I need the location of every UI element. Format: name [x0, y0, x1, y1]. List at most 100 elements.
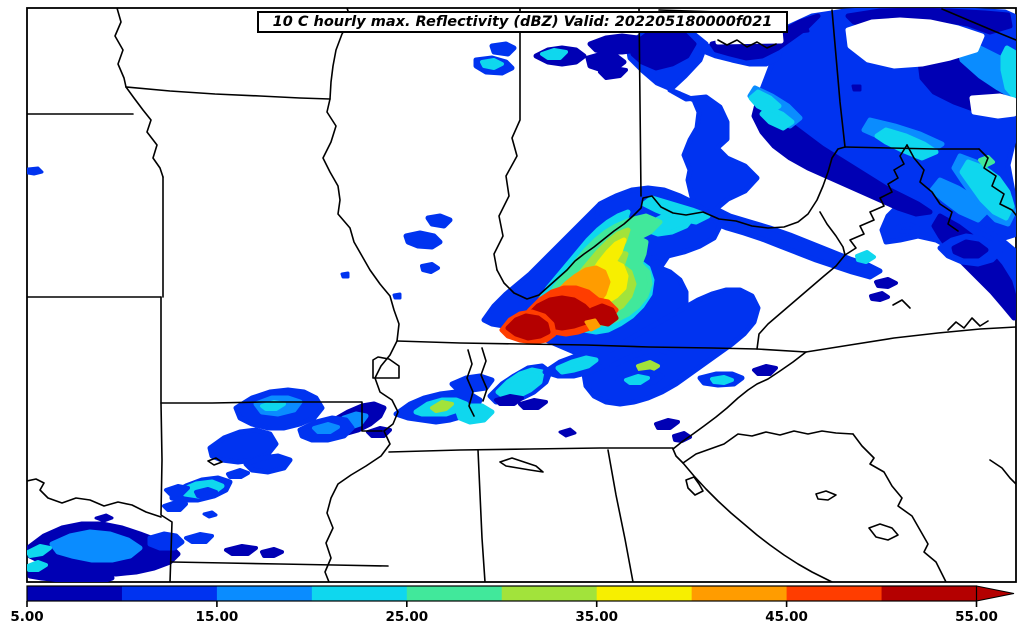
state-border-line	[852, 433, 947, 582]
reflectivity-blob	[874, 127, 939, 161]
reflectivity-blob	[243, 453, 293, 475]
state-border-line	[114, 8, 127, 88]
colorbar-segment	[216, 586, 313, 601]
colorbar: 5.00 15.00 25.00 35.00 45.00 55.00	[10, 585, 1015, 625]
reflectivity-blob	[340, 271, 350, 279]
colorbar-tick-label: 35.00	[575, 609, 618, 625]
state-border-line	[125, 86, 164, 178]
reflectivity-blob	[587, 33, 649, 55]
reflectivity-blob	[489, 41, 517, 57]
state-border-line	[989, 459, 1016, 485]
reflectivity-blob	[260, 400, 286, 411]
reflectivity-blob	[1000, 45, 1016, 99]
colorbar-segment	[786, 586, 883, 601]
reflectivity-blob	[558, 427, 577, 438]
reflectivity-blob	[636, 360, 660, 373]
reflectivity-blob	[147, 531, 185, 551]
state-border-line	[717, 39, 777, 49]
state-border-line	[480, 347, 488, 402]
reflectivity-blob	[759, 105, 795, 131]
reflectivity-blob	[855, 250, 876, 264]
state-border-line	[171, 561, 389, 567]
reflectivity-blob	[194, 487, 218, 498]
state-border-line	[496, 146, 846, 300]
reflectivity-blob	[584, 318, 601, 332]
state-border-line	[868, 523, 899, 541]
state-border-line	[831, 9, 846, 148]
colorbar-segment	[311, 586, 408, 601]
reflectivity-blob	[654, 418, 680, 430]
reflectivity-blob	[929, 177, 991, 223]
state-border-line	[493, 8, 521, 271]
reflectivity-blob	[624, 374, 650, 385]
reflectivity-blob	[392, 292, 402, 300]
reflectivity-blob	[184, 532, 214, 544]
reflectivity-blob	[430, 400, 454, 413]
colorbar-segment	[596, 586, 693, 601]
reflectivity-blob	[896, 222, 920, 234]
reflectivity-blob	[202, 510, 218, 519]
reflectivity-blob	[869, 291, 890, 302]
reflectivity-blob	[518, 398, 548, 410]
reflectivity-blob	[260, 547, 284, 558]
state-border-line	[638, 8, 642, 197]
reflectivity-blob	[505, 313, 551, 341]
state-border-line	[125, 86, 331, 100]
colorbar-over-arrow	[976, 585, 1015, 602]
colorbar-segment	[691, 586, 788, 601]
state-border-line	[844, 146, 980, 150]
map-title: 10 C hourly max. Reflectivity (dBZ) Vali…	[272, 14, 773, 30]
colorbar-tick-label: 55.00	[955, 609, 998, 625]
state-border-line	[947, 317, 989, 331]
state-border-line	[607, 449, 634, 582]
state-border-line	[756, 211, 846, 350]
state-border-line	[844, 144, 908, 256]
colorbar-segment	[881, 586, 978, 601]
colorbar-tick-label: 45.00	[765, 609, 808, 625]
reflectivity-blob	[164, 484, 190, 496]
reflectivity-blob	[207, 427, 279, 465]
reflectivity-blob	[598, 66, 628, 80]
title-box: 10 C hourly max. Reflectivity (dBZ) Vali…	[257, 11, 788, 33]
state-border-line	[978, 148, 1016, 216]
state-border-line	[322, 8, 400, 582]
colorbar-segment	[501, 586, 598, 601]
state-border-line	[815, 490, 837, 501]
state-border-line	[672, 351, 807, 450]
state-border-line	[941, 8, 1016, 41]
reflectivity-blob	[752, 364, 778, 376]
reflectivity-blob	[555, 355, 599, 375]
state-border-line	[672, 430, 854, 464]
reflectivity-blob	[27, 563, 115, 582]
state-border-line	[466, 349, 475, 417]
reflectivity-blob	[667, 87, 883, 280]
reflectivity-blob	[455, 403, 495, 425]
reflectivity-blob	[874, 277, 898, 289]
reflectivity-blob	[609, 347, 675, 375]
state-border-line	[207, 457, 223, 466]
colorbar-segment	[121, 586, 218, 601]
colorbar-segment	[27, 586, 123, 601]
state-border-line	[682, 462, 833, 582]
reflectivity-blob	[224, 544, 258, 556]
reflectivity-blob	[845, 17, 985, 69]
reflectivity-blob	[312, 422, 340, 434]
reflectivity-blob	[540, 48, 568, 60]
state-border-line	[805, 326, 1016, 353]
reflectivity-blob	[226, 468, 250, 479]
colorbar-tick-label: 25.00	[385, 609, 428, 625]
colorbar-segment	[406, 586, 503, 601]
state-border-line	[499, 457, 544, 473]
reflectivity-blob	[162, 500, 188, 512]
reflectivity-blob	[587, 303, 619, 327]
reflectivity-blob	[494, 394, 524, 406]
reflectivity-blob	[94, 513, 114, 523]
state-border-line	[892, 299, 911, 309]
state-border-line	[160, 401, 383, 432]
state-border-line	[396, 340, 807, 353]
reflectivity-blob	[425, 213, 453, 229]
state-borders-layer	[27, 8, 1016, 582]
reflectivity-blob	[851, 84, 862, 92]
